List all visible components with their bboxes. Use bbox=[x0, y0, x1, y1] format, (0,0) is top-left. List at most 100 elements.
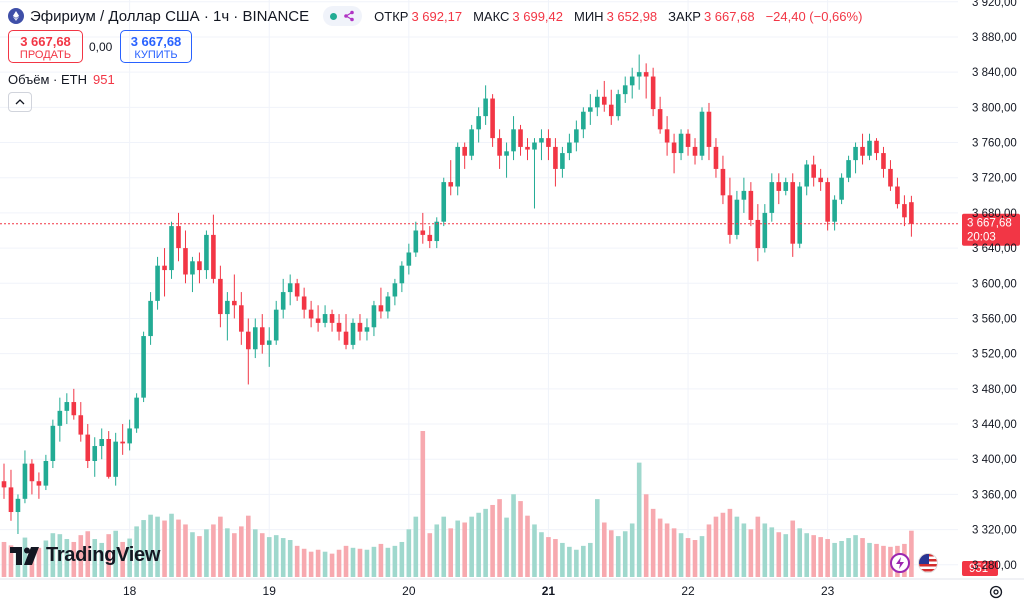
volume-bar bbox=[399, 541, 405, 577]
grid bbox=[0, 0, 958, 578]
volume-bar bbox=[685, 538, 691, 577]
candle-body bbox=[92, 446, 98, 461]
candle bbox=[378, 287, 384, 319]
volume-bar bbox=[406, 529, 412, 577]
volume-bar bbox=[455, 520, 460, 577]
buy-price: 3 667,68 bbox=[130, 34, 182, 49]
volume-bar bbox=[155, 516, 160, 577]
candle bbox=[615, 89, 621, 121]
candle-body bbox=[204, 234, 209, 271]
candle bbox=[755, 204, 761, 262]
volume-bar bbox=[8, 545, 14, 577]
price-axis[interactable]: 3 280,00 3 320,00 3 360,00 3 400,00 3 440,00… bbox=[972, 0, 1017, 572]
candle-body bbox=[22, 463, 28, 499]
volume-legend[interactable]: Объём · ETH 951 bbox=[8, 72, 115, 87]
candle bbox=[155, 256, 160, 310]
volume-bar bbox=[713, 516, 719, 577]
candle bbox=[720, 155, 726, 205]
candle-body bbox=[643, 72, 649, 77]
candle bbox=[315, 305, 321, 332]
y-tick-label: 3 920,00 bbox=[972, 0, 1017, 9]
us-flag-icon[interactable] bbox=[918, 553, 938, 573]
candle bbox=[608, 89, 614, 125]
candle bbox=[36, 472, 42, 499]
volume-bar bbox=[546, 537, 551, 577]
candle bbox=[783, 177, 789, 196]
time-axis[interactable]: 18 19 20 21 22 23 bbox=[0, 578, 1024, 598]
candle bbox=[567, 133, 572, 161]
volume-bar bbox=[266, 537, 272, 577]
candle-body bbox=[43, 460, 49, 486]
candle-body bbox=[85, 434, 91, 461]
volume-bar bbox=[790, 520, 796, 577]
candle-body bbox=[343, 331, 349, 345]
candle-body bbox=[225, 300, 230, 315]
candle bbox=[825, 177, 830, 231]
symbol-title[interactable]: Эфириум / Доллар США · 1ч · BINANCE bbox=[30, 7, 310, 25]
candle bbox=[797, 182, 803, 249]
candle bbox=[357, 314, 363, 341]
volume-bar bbox=[776, 532, 782, 577]
volume-bar bbox=[636, 462, 642, 577]
candle-body bbox=[818, 177, 823, 183]
candle bbox=[239, 292, 244, 345]
candle-body bbox=[720, 168, 726, 196]
candle-body bbox=[650, 76, 656, 110]
candle-body bbox=[685, 133, 691, 147]
candle-body bbox=[699, 111, 705, 156]
volume-bar bbox=[420, 431, 426, 577]
volume-bar bbox=[804, 533, 809, 577]
candle bbox=[525, 138, 530, 161]
sell-button[interactable]: 3 667,68 ПРОДАТЬ bbox=[8, 30, 83, 63]
volume-bar bbox=[692, 540, 698, 577]
tradingview-logo[interactable]: TradingView bbox=[10, 544, 160, 567]
volume-bar bbox=[322, 551, 328, 577]
status-pill[interactable] bbox=[323, 6, 363, 26]
candle-body bbox=[748, 190, 754, 220]
buy-button[interactable]: 3 667,68 КУПИТЬ bbox=[120, 30, 192, 63]
candle-body bbox=[127, 428, 132, 444]
candle-body bbox=[469, 129, 474, 156]
candle bbox=[15, 494, 21, 535]
candle bbox=[790, 173, 796, 257]
volume-bar bbox=[748, 529, 754, 577]
volume-bar bbox=[518, 501, 523, 577]
volume-bar bbox=[560, 542, 565, 577]
volume-bar bbox=[650, 508, 656, 577]
candle-body bbox=[350, 322, 356, 345]
volume-bar bbox=[601, 522, 607, 577]
volume-bar bbox=[553, 539, 558, 577]
y-tick-label: 3 480,00 bbox=[972, 384, 1017, 396]
candle-body bbox=[867, 140, 872, 156]
volume-bar bbox=[427, 533, 433, 577]
candle bbox=[476, 107, 481, 143]
volume-bar bbox=[141, 520, 146, 577]
candle bbox=[678, 129, 684, 161]
volume-bar bbox=[720, 512, 726, 577]
candle bbox=[497, 129, 502, 169]
volume-bar bbox=[490, 504, 495, 577]
candle-body bbox=[560, 153, 565, 169]
candle bbox=[350, 318, 356, 350]
volume-bar bbox=[615, 536, 621, 577]
y-tick-label: 3 280,00 bbox=[972, 560, 1017, 572]
settings-icon[interactable] bbox=[988, 584, 1004, 600]
candle-body bbox=[615, 94, 621, 117]
collapse-legend-button[interactable] bbox=[8, 92, 32, 112]
candle-body bbox=[308, 309, 314, 319]
candle-body bbox=[888, 168, 893, 187]
x-tick-label: 20 bbox=[402, 584, 416, 598]
volume-bar bbox=[769, 527, 775, 577]
lightning-icon[interactable] bbox=[890, 553, 910, 573]
candle bbox=[322, 305, 328, 328]
volume-bar bbox=[106, 534, 111, 577]
candle bbox=[448, 160, 454, 196]
candle-body bbox=[113, 441, 118, 477]
candle bbox=[539, 129, 544, 161]
candle-body bbox=[392, 283, 398, 297]
candle-body bbox=[378, 305, 384, 312]
candle-body bbox=[874, 140, 879, 154]
volume-bar bbox=[294, 545, 300, 577]
